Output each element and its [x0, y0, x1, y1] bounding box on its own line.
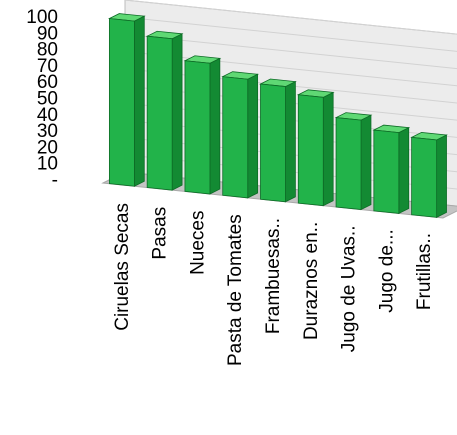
- y-tick-label: 60: [37, 72, 58, 93]
- x-category-label: Jugo de Uvas..: [339, 226, 360, 353]
- gridline: [124, 0, 457, 35]
- bar: [107, 13, 146, 187]
- x-category-label: Pasas: [150, 207, 171, 260]
- gridline: [124, 16, 457, 52]
- x-category-label: Jugo de...: [376, 229, 397, 312]
- y-tick-label: 20: [37, 137, 58, 158]
- x-category-label: Frutillas..: [414, 233, 435, 310]
- y-tick-label: 80: [37, 40, 58, 61]
- x-category-label: Duraznos en..: [301, 222, 322, 340]
- bar: [334, 112, 373, 211]
- y-tick-label: 70: [37, 56, 58, 77]
- bar: [183, 55, 222, 195]
- bar: [221, 71, 260, 199]
- x-axis-category-labels: Ciruelas Secas Pasas Nueces Pasta de Tomate…: [112, 203, 435, 366]
- x-category-label: Ciruelas Secas: [112, 203, 133, 331]
- y-tick-label: 40: [37, 105, 58, 126]
- x-category-label: Frambuesas..: [263, 218, 284, 334]
- bar: [296, 89, 335, 207]
- bar: [372, 124, 411, 215]
- x-category-label: Nueces: [187, 211, 208, 275]
- y-tick-label: 100: [26, 7, 58, 28]
- y-tick-label: 10: [37, 154, 58, 175]
- y-tick-label: -: [52, 170, 58, 191]
- x-category-label: Pasta de Tomates: [225, 214, 246, 366]
- y-tick-label: 50: [37, 89, 58, 110]
- y-tick-label: 30: [37, 121, 58, 142]
- bar: [145, 30, 184, 191]
- y-tick-label: 90: [37, 23, 58, 44]
- bar: [259, 78, 297, 203]
- bar-series: [107, 13, 448, 218]
- bar: [410, 132, 448, 218]
